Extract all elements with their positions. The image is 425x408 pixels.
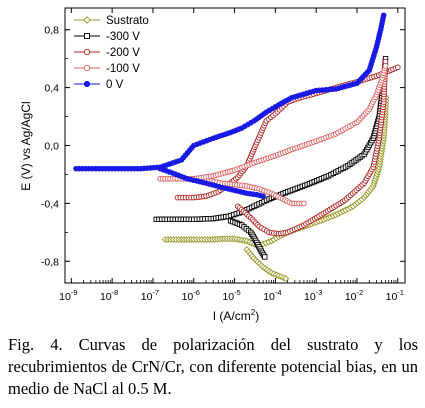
x-tick-exponent: -8 bbox=[112, 288, 119, 297]
data-point bbox=[83, 80, 91, 88]
x-tick-exponent: -4 bbox=[275, 288, 282, 297]
x-tick-label: 10-8 bbox=[100, 288, 118, 303]
x-tick-base: 10 bbox=[100, 291, 112, 303]
legend-label: -200 V bbox=[106, 47, 140, 59]
data-point bbox=[380, 12, 387, 19]
legend-label: -100 V bbox=[106, 63, 140, 75]
data-point bbox=[382, 63, 389, 69]
x-axis-title-main: I (A/cm bbox=[213, 309, 251, 323]
x-axis-title: I (A/cm2) bbox=[213, 308, 259, 323]
series-0v bbox=[73, 12, 387, 199]
x-tick-base: 10 bbox=[345, 291, 357, 303]
figure-caption: Fig. 4. Curvas de polarización del sustr… bbox=[8, 335, 418, 398]
data-point bbox=[301, 200, 307, 207]
series-line bbox=[165, 97, 387, 246]
data-point bbox=[83, 48, 91, 56]
series-branch-line bbox=[237, 61, 386, 235]
polarization-chart: 10-9 10-8 10-7 10-6 10-5 10-4 10-3 10-2 10-10,80… bbox=[19, 7, 406, 323]
x-tick-label: 10-1 bbox=[386, 288, 404, 303]
data-point bbox=[83, 32, 91, 40]
data-point bbox=[262, 254, 268, 260]
x-tick-label: 10-3 bbox=[304, 288, 322, 303]
x-axis-title-end: ) bbox=[255, 309, 259, 323]
x-tick-base: 10 bbox=[141, 291, 153, 303]
x-tick-exponent: -7 bbox=[152, 288, 159, 297]
data-point bbox=[83, 64, 91, 72]
y-axis-title: E (V) vs Ag/AgCl bbox=[19, 101, 33, 190]
x-tick-exponent: -6 bbox=[193, 288, 200, 297]
x-tick-label: 10-6 bbox=[182, 288, 200, 303]
x-tick-label: 10-4 bbox=[263, 288, 281, 303]
y-tick-label: -0,4 bbox=[41, 198, 59, 210]
series-sustrato bbox=[161, 94, 390, 283]
x-tick-base: 10 bbox=[263, 291, 275, 303]
legend-label: 0 V bbox=[106, 79, 124, 91]
x-tick-label: 10-9 bbox=[59, 288, 77, 303]
series-minus200v bbox=[174, 58, 401, 237]
x-tick-base: 10 bbox=[59, 291, 71, 303]
x-tick-base: 10 bbox=[304, 291, 316, 303]
x-tick-base: 10 bbox=[386, 291, 398, 303]
legend-label: -300 V bbox=[106, 31, 140, 43]
x-tick-label: 10-2 bbox=[345, 288, 363, 303]
x-tick-exponent: -3 bbox=[316, 288, 323, 297]
data-point bbox=[282, 275, 290, 283]
y-tick-label: 0,8 bbox=[44, 25, 59, 37]
x-tick-exponent: -1 bbox=[397, 288, 404, 297]
y-tick-label: -0,8 bbox=[41, 256, 59, 268]
x-tick-label: 10-5 bbox=[222, 288, 240, 303]
x-tick-base: 10 bbox=[222, 291, 234, 303]
x-tick-label: 10-7 bbox=[141, 288, 159, 303]
x-tick-exponent: -2 bbox=[357, 288, 364, 297]
data-point bbox=[83, 16, 91, 24]
x-tick-exponent: -5 bbox=[234, 288, 241, 297]
legend-label: Sustrato bbox=[106, 15, 149, 27]
data-point bbox=[394, 64, 401, 71]
y-tick-label: 0,4 bbox=[44, 83, 59, 95]
data-point bbox=[260, 193, 266, 199]
x-tick-exponent: -9 bbox=[71, 288, 78, 297]
y-tick-label: 0,0 bbox=[44, 141, 59, 153]
x-axis-title-sup: 2 bbox=[251, 308, 256, 317]
x-tick-base: 10 bbox=[182, 291, 194, 303]
